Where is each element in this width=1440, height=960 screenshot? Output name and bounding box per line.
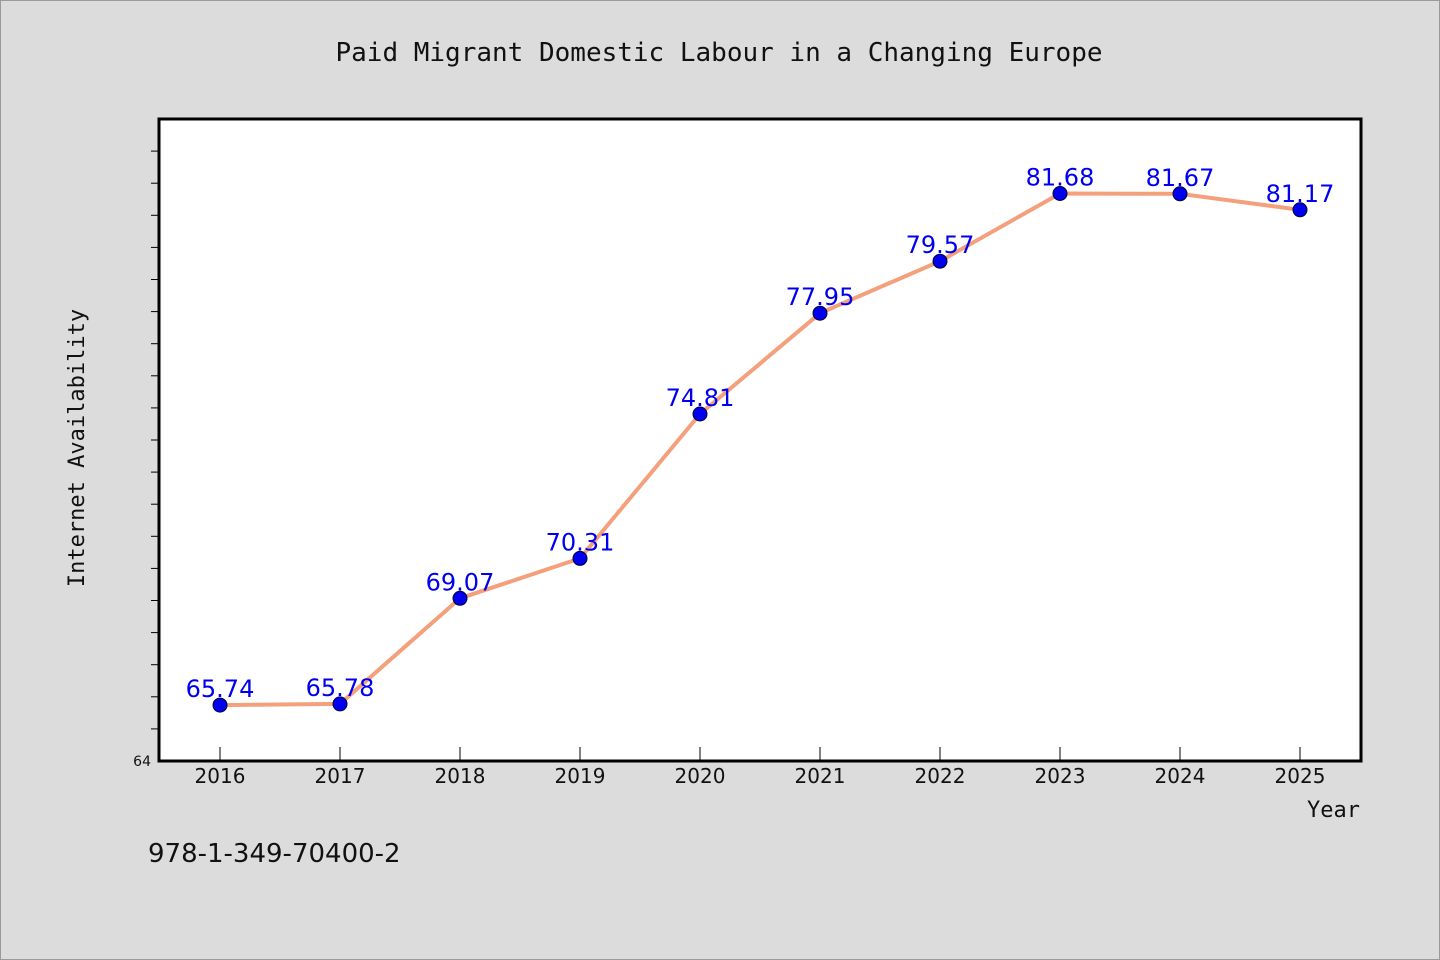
- x-tick-label: 2019: [555, 764, 606, 788]
- series-line: [218, 191, 1302, 708]
- y-axis-ticks: [151, 150, 159, 730]
- data-point: [452, 590, 468, 606]
- plot-area: [157, 117, 1363, 763]
- data-point: [812, 305, 828, 321]
- data-point: [212, 697, 228, 713]
- data-label: 79.57: [906, 231, 975, 259]
- data-point: [1172, 186, 1188, 202]
- data-label: 81.67: [1146, 164, 1215, 192]
- x-axis-tick-labels: 2016 2017 2018 2019 2020 2021 2022 2023 2024 2025: [195, 764, 1326, 788]
- chart-title: Paid Migrant Domestic Labour in a Changi…: [335, 38, 1102, 68]
- x-tick-label: 2016: [195, 764, 246, 788]
- x-tick-label: 2021: [795, 764, 846, 788]
- x-tick-label: 2018: [435, 764, 486, 788]
- data-point: [1052, 186, 1068, 201]
- data-point: [332, 696, 348, 712]
- data-label: 69.07: [426, 568, 495, 596]
- data-point: [1292, 202, 1308, 218]
- data-point: [572, 550, 588, 566]
- series-markers: [212, 186, 1308, 713]
- x-tick-label: 2022: [915, 764, 966, 788]
- data-label: 65.78: [306, 674, 375, 702]
- data-label: 81.68: [1026, 164, 1095, 192]
- isbn-text: 978-1-349-70400-2: [148, 839, 401, 869]
- x-tick-label: 2017: [315, 764, 366, 788]
- x-tick-label: 2023: [1035, 764, 1086, 788]
- x-axis-ticks: [219, 747, 1301, 761]
- x-tick-label: 2025: [1275, 764, 1326, 788]
- data-point: [692, 406, 708, 422]
- data-label: 65.74: [186, 675, 255, 703]
- y-tick-label: 64: [133, 754, 151, 770]
- x-tick-label: 2024: [1155, 764, 1206, 788]
- data-label: 77.95: [786, 283, 855, 311]
- x-tick-label: 2020: [675, 764, 726, 788]
- x-axis-label: Year: [1307, 798, 1360, 823]
- data-labels: 65.74 65.78 69.07 70.31 74.81 77.95 79.57 81.68…: [186, 164, 1335, 704]
- data-point: [932, 253, 948, 269]
- y-axis-label: Internet Availability: [65, 309, 90, 587]
- data-label: 81.17: [1266, 180, 1335, 208]
- data-label: 70.31: [546, 528, 615, 556]
- data-label: 74.81: [666, 384, 735, 412]
